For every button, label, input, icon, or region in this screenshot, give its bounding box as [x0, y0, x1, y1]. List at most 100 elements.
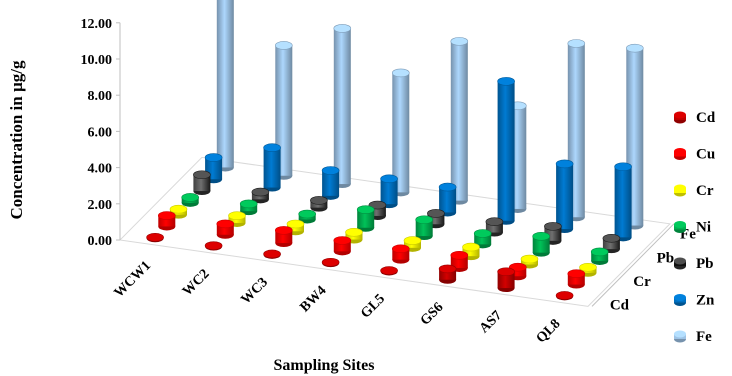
bar-body — [216, 0, 234, 168]
bar-top — [415, 215, 434, 225]
legend-label: Pb — [696, 256, 714, 272]
bar-top — [310, 196, 328, 205]
bar — [415, 215, 434, 241]
legend-item: Pb — [674, 256, 714, 272]
bar-body — [556, 163, 574, 230]
bar-top — [450, 250, 469, 260]
bar-top — [555, 291, 574, 300]
bar — [567, 269, 586, 289]
bar-body — [591, 251, 609, 261]
bar-body — [415, 219, 433, 237]
x-tick-label: GS6 — [418, 300, 447, 329]
x-tick-label: GL5 — [358, 292, 388, 322]
bar-body — [439, 268, 457, 280]
legend-label: Ni — [696, 220, 711, 236]
bar-body — [158, 215, 176, 227]
bar — [380, 266, 398, 276]
y-axis-label: Concentration in µg/g — [7, 60, 26, 220]
bar-top — [333, 24, 352, 33]
bar-top — [555, 159, 574, 169]
bar-top — [181, 193, 199, 202]
bar — [239, 199, 258, 216]
bar-top — [427, 209, 445, 218]
bar — [298, 209, 317, 224]
bar-body — [392, 72, 410, 193]
chart-bars — [146, 0, 644, 301]
depth-tick-label: Cr — [633, 274, 651, 290]
y-tick-label: 8.00 — [88, 89, 113, 104]
bar — [321, 166, 340, 200]
bar-top — [333, 236, 352, 245]
x-tick-label: WC3 — [238, 275, 271, 308]
bar-body — [275, 45, 293, 176]
bar-body — [368, 205, 386, 216]
bar-body — [427, 213, 445, 225]
bar-top — [251, 187, 270, 197]
bar-top — [274, 41, 293, 50]
bar-top — [450, 37, 469, 46]
bar-top — [380, 174, 398, 184]
bar — [216, 0, 234, 172]
bar-top — [438, 182, 457, 192]
bar — [158, 211, 176, 231]
bar-top — [391, 68, 410, 78]
legend-swatch-top — [674, 111, 686, 119]
bar-body — [485, 221, 503, 233]
bar-body — [462, 247, 480, 257]
x-tick-label: QL8 — [534, 316, 564, 346]
bar — [263, 143, 281, 192]
bar-top — [497, 267, 515, 277]
chart-legend: Cd Cu Cr Ni Pb Zn Fe — [674, 110, 716, 345]
bar — [274, 41, 293, 180]
bar — [532, 232, 551, 257]
legend-item: Cr — [674, 183, 714, 199]
bar-top — [473, 229, 492, 238]
bar — [204, 241, 223, 251]
bar — [263, 249, 281, 259]
y-tick-label: 4.00 — [88, 162, 113, 177]
bar-top — [193, 170, 211, 180]
legend-swatch-top — [674, 148, 686, 155]
bar-body — [357, 209, 375, 228]
bar — [356, 205, 375, 232]
bar-top — [403, 236, 422, 245]
bar-top — [462, 242, 480, 252]
legend-swatch-top — [674, 330, 686, 338]
bar-body — [322, 170, 340, 196]
bar — [555, 291, 574, 301]
bar-top — [485, 217, 504, 226]
bar — [274, 226, 293, 248]
y-tick-label: 6.00 — [88, 125, 113, 140]
bar — [450, 250, 469, 272]
depth-tick-label: Cd — [610, 298, 630, 314]
bar — [193, 170, 211, 196]
bar-top — [239, 199, 258, 209]
bar-body — [439, 187, 457, 213]
legend-swatch-top — [674, 184, 686, 192]
bar-top — [520, 254, 539, 264]
depth-axis-line — [591, 223, 675, 307]
bar — [497, 267, 515, 293]
bar-body — [392, 248, 410, 260]
bar — [181, 193, 199, 207]
legend-item: Ni — [674, 220, 711, 236]
bar-top — [579, 263, 597, 272]
y-tick-label: 12.00 — [81, 17, 113, 32]
bar-top — [380, 266, 398, 275]
bar-top — [263, 143, 281, 153]
bar — [333, 236, 352, 256]
bar — [333, 24, 352, 189]
legend-label: Cd — [696, 110, 716, 126]
bar-top — [567, 269, 586, 278]
bar-top — [146, 233, 164, 242]
bar-body — [567, 273, 585, 285]
legend-label: Zn — [696, 293, 715, 309]
bar-top — [625, 43, 644, 53]
bar — [450, 37, 469, 205]
bar — [286, 219, 305, 236]
legend-item: Zn — [674, 293, 715, 309]
bar — [590, 247, 609, 265]
bar-top — [263, 249, 281, 259]
